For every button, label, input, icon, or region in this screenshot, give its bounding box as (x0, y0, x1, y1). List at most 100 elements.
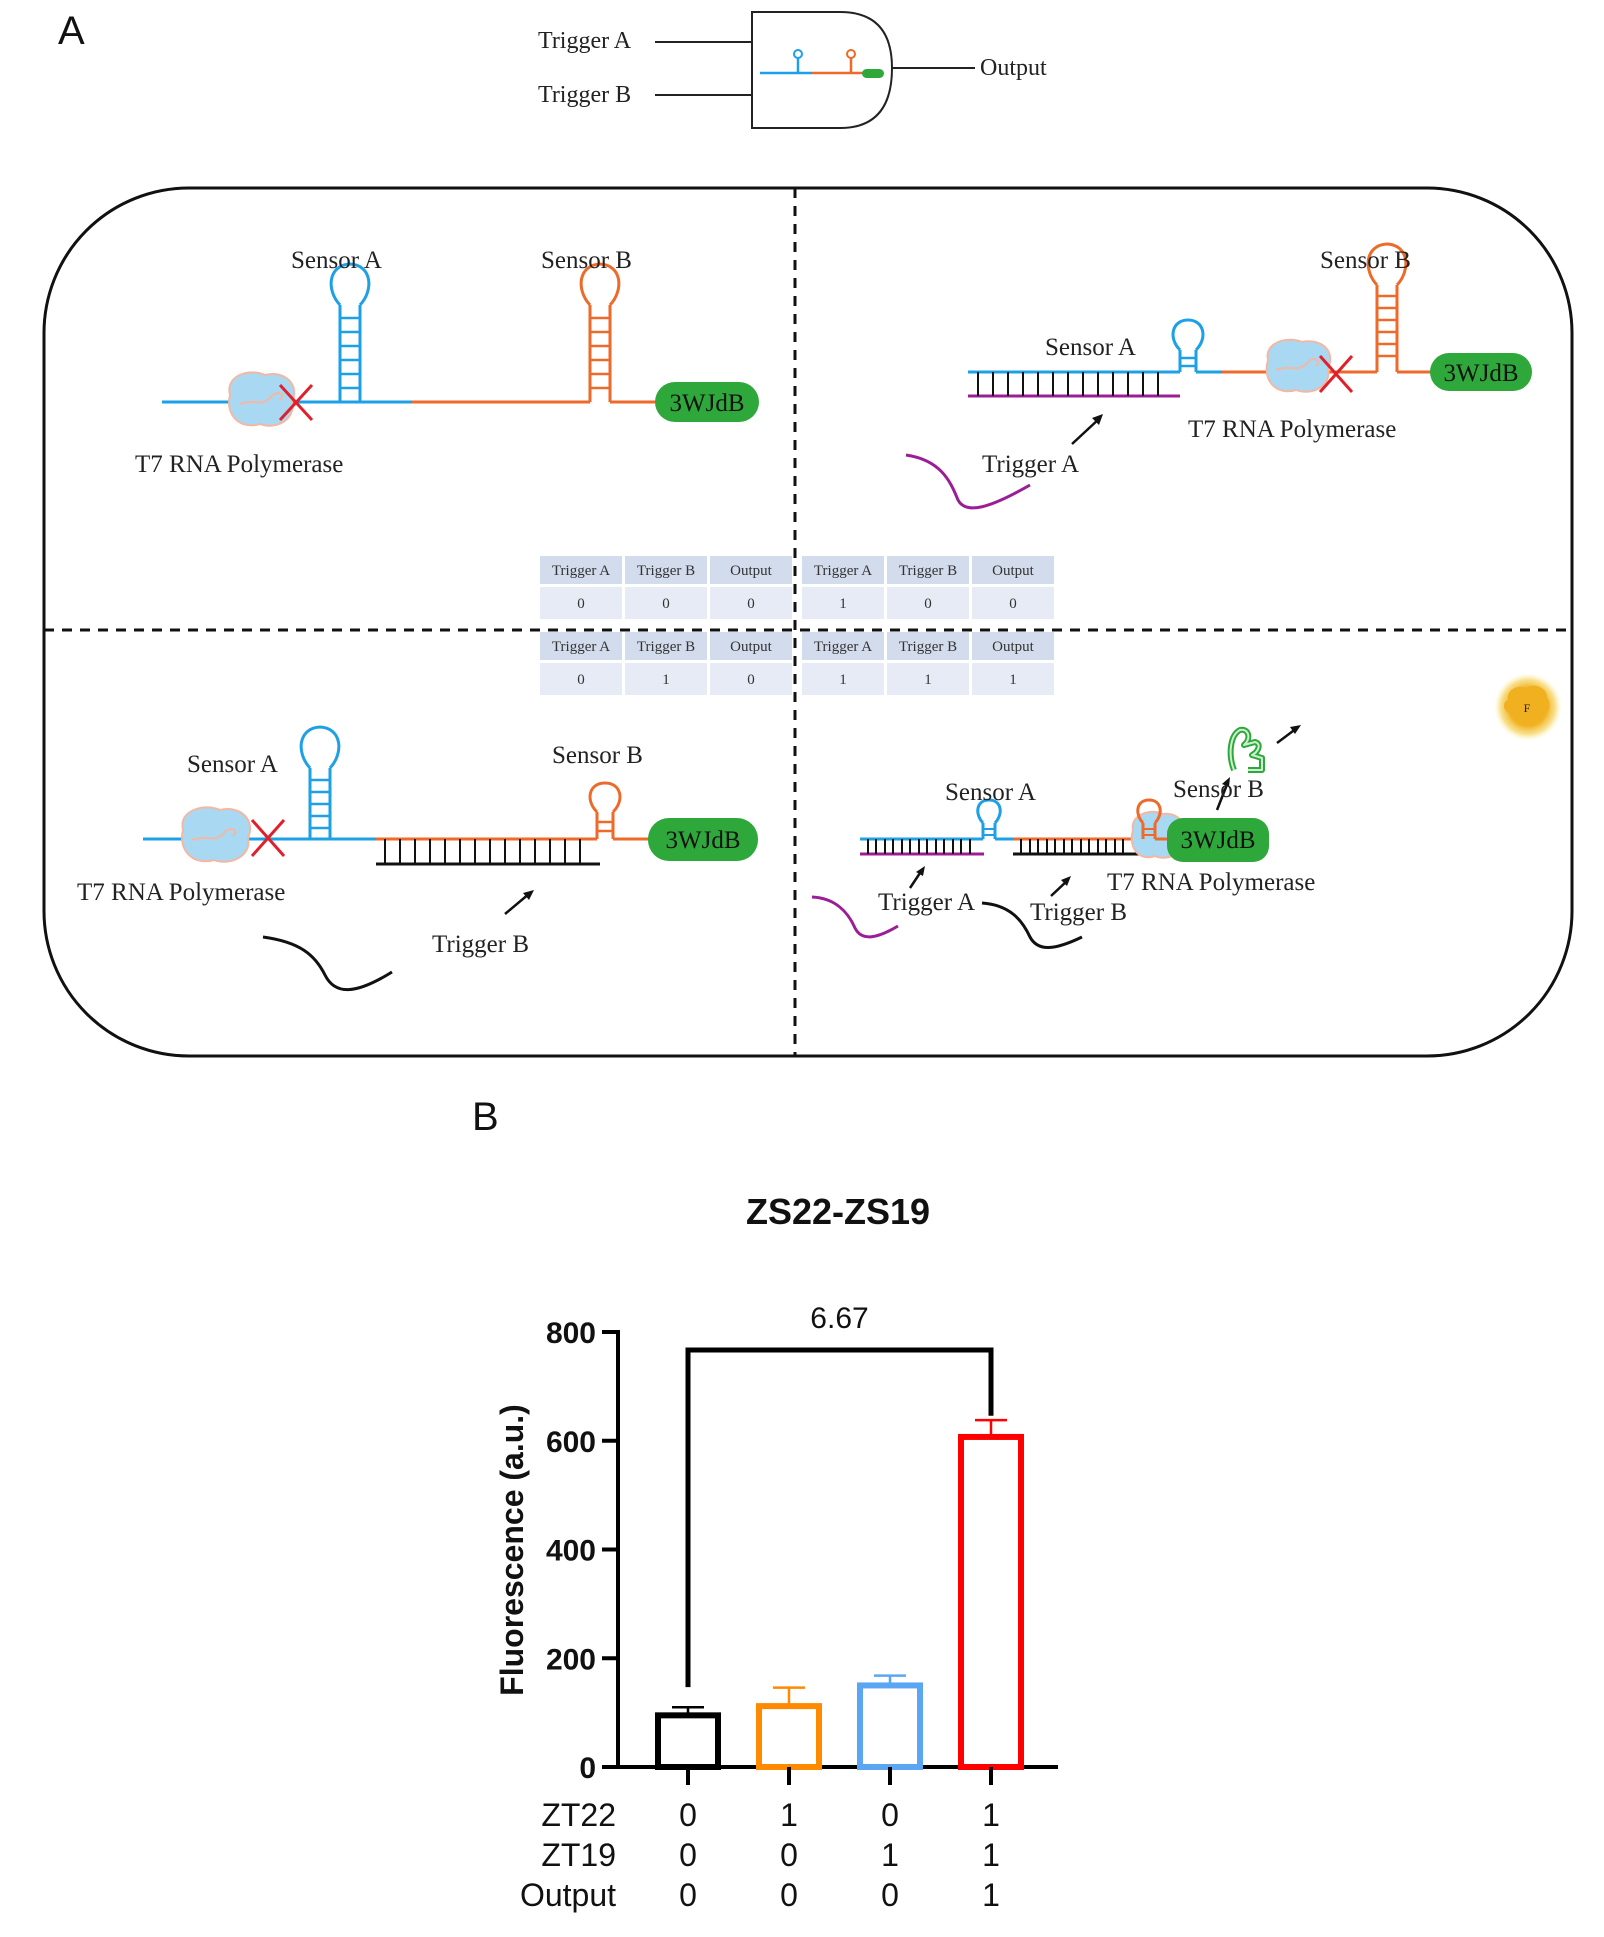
truth-table-header-cell (710, 556, 792, 584)
truth-table-header-text: Output (730, 639, 773, 655)
panel-b-label: B (472, 1095, 499, 1139)
x-category-value: 1 (881, 1837, 899, 1873)
sensor-a-hairpin-open (976, 798, 1002, 839)
y-tick-label: 400 (546, 1535, 596, 1568)
x-category-value: 0 (780, 1837, 798, 1873)
q4-sensor-a-label: Sensor A (945, 779, 1036, 806)
trigger-b-strand (981, 901, 1083, 949)
quadrant-trigger-b (143, 725, 758, 992)
arrow-icon (1276, 725, 1301, 744)
bar-chart: ZS22-ZS19 Fluorescence (a.u.) 0 200 400 600 80… (494, 1191, 1058, 1913)
truth-table-value-cell (710, 663, 792, 695)
truth-table-value-text: 0 (747, 672, 755, 688)
q4-sensor-b-label: Sensor B (1173, 776, 1264, 803)
x-category-value: 0 (679, 1797, 697, 1833)
truth-table: Trigger A 0 Trigger B 0 Output 0 (540, 556, 792, 619)
truth-table-header-text: Trigger A (814, 563, 872, 579)
arrow-icon (908, 866, 925, 889)
fluorophore-label: F (1524, 701, 1531, 715)
sensor-b-hairpin (1366, 242, 1408, 372)
q1-reporter-label: 3WJdB (670, 390, 745, 417)
significance-label: 6.67 (810, 1302, 868, 1335)
truth-table-value-text: 0 (577, 596, 585, 612)
gate-input-b-label: Trigger B (538, 82, 631, 108)
q4-polymerase-label: T7 RNA Polymerase (1107, 869, 1315, 896)
y-tick-label: 800 (546, 1317, 596, 1350)
truth-table-header-cell (540, 556, 622, 584)
x-category-value: 0 (780, 1877, 798, 1913)
q4-trigger-a-label: Trigger A (878, 889, 975, 916)
truth-table-header-cell (887, 632, 969, 660)
reporter-3wjdb (1430, 353, 1532, 391)
sensor-b-hairpin-open (1136, 798, 1162, 839)
sensor-a-hairpin (299, 725, 341, 839)
truth-table-value-text: 0 (1009, 596, 1017, 612)
quadrant-no-trigger (162, 262, 759, 427)
q2-trigger-a-label: Trigger A (982, 451, 1079, 478)
arrow-icon (1215, 777, 1230, 811)
trigger-b-strand (262, 935, 393, 992)
block-x-icon (278, 383, 314, 422)
block-x-icon (1318, 355, 1354, 393)
truth-table-value-cell (625, 587, 707, 619)
truth-table-value-cell (802, 587, 884, 619)
truth-table-header-cell (625, 556, 707, 584)
truth-table: Trigger A 0 Trigger B 1 Output 0 (540, 632, 792, 695)
reporter-3wjdb (655, 382, 759, 422)
truth-table-value-cell (540, 663, 622, 695)
truth-table-value-text: 0 (662, 596, 670, 612)
truth-table-value-cell (972, 663, 1054, 695)
truth-table: Trigger A 1 Trigger B 0 Output 0 (802, 556, 1054, 619)
truth-table-value-cell (540, 587, 622, 619)
trigger-a-strand (811, 895, 899, 939)
truth-table-header-cell (972, 556, 1054, 584)
block-x-icon (250, 819, 286, 857)
x-category-value: 1 (982, 1837, 1000, 1873)
truth-table-value-text: 1 (1009, 672, 1017, 688)
truth-table: Trigger A 1 Trigger B 1 Output 1 (802, 632, 1054, 695)
q3-trigger-b-label: Trigger B (432, 931, 529, 958)
arrow-icon (504, 890, 534, 915)
truth-table-header-cell (887, 556, 969, 584)
significance-bracket (685, 1347, 994, 1688)
q1-polymerase-label: T7 RNA Polymerase (135, 451, 343, 478)
q1-sensor-b-label: Sensor B (541, 247, 632, 274)
bar (655, 1712, 721, 1770)
truth-table-value-text: 1 (839, 596, 847, 612)
truth-table-header-text: Output (730, 563, 773, 579)
aptamer-rna-icon (1227, 726, 1265, 773)
x-category-value: 0 (679, 1877, 697, 1913)
q2-polymerase-label: T7 RNA Polymerase (1188, 416, 1396, 443)
truth-table-header-text: Output (992, 639, 1035, 655)
q3-sensor-a-label: Sensor A (187, 751, 278, 778)
truth-table-value-text: 0 (924, 596, 932, 612)
truth-table-value-cell (710, 587, 792, 619)
truth-table-header-text: Trigger A (552, 563, 610, 579)
q3-sensor-b-label: Sensor B (552, 742, 643, 769)
x-category-value: 1 (982, 1797, 1000, 1833)
reporter-3wjdb (1167, 818, 1269, 862)
t7-polymerase-icon (181, 806, 251, 863)
q4-reporter-label: 3WJdB (1181, 827, 1256, 854)
truth-table-value-cell (887, 663, 969, 695)
truth-table-value-cell (887, 587, 969, 619)
truth-table-header-text: Output (992, 563, 1035, 579)
truth-table-value-cell (625, 663, 707, 695)
q4-trigger-b-label: Trigger B (1030, 899, 1127, 926)
truth-table-value-text: 0 (577, 672, 585, 688)
gate-input-a-label: Trigger A (538, 28, 632, 54)
arrow-icon (1071, 414, 1103, 445)
truth-table-header-text: Trigger B (637, 563, 695, 579)
truth-table-header-cell (625, 632, 707, 660)
q1-sensor-a-label: Sensor A (291, 247, 382, 274)
truth-table-value-cell (802, 663, 884, 695)
q2-sensor-a-label: Sensor A (1045, 334, 1136, 361)
mini-construct-icon (760, 49, 884, 78)
sensor-a-hairpin-open (1171, 318, 1205, 372)
gate-output-label: Output (980, 55, 1047, 81)
truth-table-value-text: 1 (839, 672, 847, 688)
panel-a-label: A (58, 9, 85, 53)
y-axis-label: Fluorescence (a.u.) (494, 1404, 530, 1696)
